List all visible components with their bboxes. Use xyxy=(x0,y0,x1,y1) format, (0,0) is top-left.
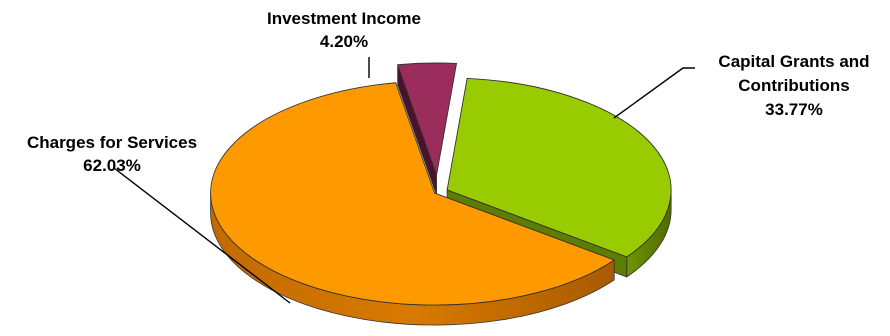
slice-capital-grants xyxy=(446,77,672,258)
slice-label-capital-grants-line1: Capital Grants and xyxy=(718,52,869,71)
slices-layer xyxy=(210,62,672,326)
leader-line-charges-for-services xyxy=(113,167,291,304)
slice-charges-for-services xyxy=(210,82,616,306)
slice-value-investment-income: 4.20% xyxy=(320,32,368,51)
leader-line-capital-grants xyxy=(613,67,695,119)
slice-value-charges-for-services: 62.03% xyxy=(83,156,141,175)
slice-label-investment-income: Investment Income xyxy=(267,9,421,28)
slice-label-capital-grants-line2: Contributions xyxy=(738,76,849,95)
slice-investment-income xyxy=(397,62,458,177)
slice-label-charges-for-services: Charges for Services xyxy=(27,133,197,152)
slice-value-capital-grants: 33.77% xyxy=(765,100,823,119)
